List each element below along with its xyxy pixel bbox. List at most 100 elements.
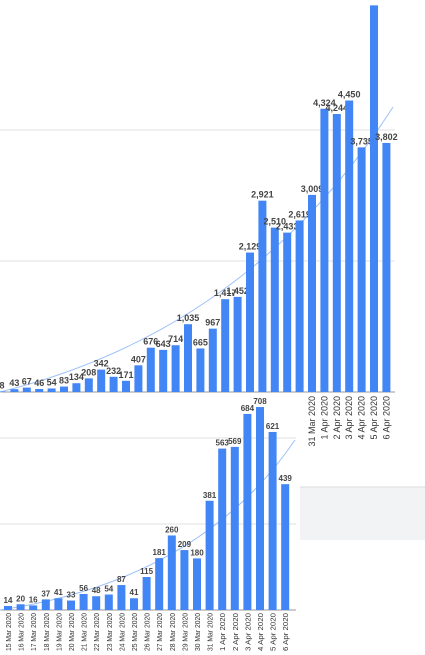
bar — [218, 448, 227, 610]
x-tick-label: 17 Mar 2020 — [31, 613, 38, 651]
bar — [308, 194, 316, 392]
data-label: 209 — [178, 540, 192, 549]
data-label: 967 — [205, 318, 220, 328]
data-label: 4,244 — [326, 103, 349, 113]
bar — [155, 558, 164, 610]
data-label: 439 — [279, 474, 293, 483]
bar — [332, 114, 341, 392]
bar — [268, 431, 277, 610]
x-tick-label: 2 Apr 2020 — [332, 396, 342, 440]
data-label: 665 — [193, 337, 208, 347]
bar — [10, 389, 19, 392]
data-label: 381 — [203, 491, 217, 500]
bar — [92, 596, 101, 610]
bar — [60, 386, 68, 392]
data-label: 48 — [92, 586, 101, 595]
bar — [134, 365, 143, 392]
x-tick-label: 28 Mar 2020 — [170, 613, 177, 651]
bar — [171, 345, 180, 392]
data-label: 714 — [168, 334, 183, 344]
x-tick-label: 15 Mar 2020 — [6, 613, 13, 651]
data-label: 46 — [34, 378, 44, 388]
bar — [22, 387, 31, 392]
data-label: 2,619 — [288, 209, 311, 219]
x-tick-label: 23 Mar 2020 — [107, 613, 114, 651]
bar — [35, 388, 44, 392]
data-label: 41 — [130, 588, 139, 597]
data-label: 2,510 — [264, 217, 287, 227]
data-label: 2,129 — [239, 242, 262, 252]
data-label: 569 — [228, 437, 242, 446]
bar — [370, 5, 378, 393]
data-label: 67 — [22, 377, 32, 387]
x-tick-label: 2 Apr 2020 — [233, 613, 240, 651]
bar — [47, 388, 56, 392]
data-label: 3,009 — [301, 184, 324, 194]
bar — [283, 232, 292, 392]
bar — [117, 585, 126, 610]
x-tick-label: 26 Mar 2020 — [145, 613, 152, 651]
bar — [29, 605, 38, 610]
bar — [159, 349, 168, 392]
bar — [104, 594, 113, 610]
x-tick-label: 6 Apr 2020 — [381, 396, 391, 440]
x-tick-label: 31 Mar 2020 — [307, 396, 317, 447]
x-tick-label: 31 Mar 2020 — [208, 613, 215, 651]
bar — [0, 391, 6, 392]
bar — [142, 577, 151, 610]
bar — [193, 558, 201, 610]
x-tick-label: 19 Mar 2020 — [56, 613, 63, 651]
data-label: 56 — [79, 584, 88, 593]
data-label: 83 — [59, 376, 69, 386]
bar — [382, 142, 391, 392]
data-label: 4,324 — [313, 98, 336, 108]
data-label: 208 — [81, 367, 96, 377]
bar — [67, 600, 75, 610]
x-tick-label: 24 Mar 2020 — [119, 613, 126, 651]
data-label: 180 — [190, 548, 204, 557]
x-tick-label: 5 Apr 2020 — [369, 396, 379, 440]
data-label: 3,802 — [375, 132, 398, 142]
bar — [54, 598, 63, 610]
data-label: 43 — [9, 378, 19, 388]
bar — [79, 593, 88, 610]
bar — [256, 407, 264, 610]
x-tick-label: 1 Apr 2020 — [220, 613, 227, 651]
bar — [16, 604, 25, 610]
data-label: 4,450 — [338, 90, 361, 100]
data-label: 171 — [118, 370, 133, 380]
x-tick-label: 4 Apr 2020 — [357, 396, 367, 440]
x-tick-label: 1 Apr 2020 — [319, 396, 329, 440]
bar — [230, 446, 239, 610]
data-label: 3,735 — [350, 136, 373, 146]
data-label: 232 — [106, 366, 121, 376]
data-label: 1,035 — [177, 313, 200, 323]
data-label: 115 — [140, 567, 153, 576]
bar — [320, 108, 329, 392]
bar — [167, 535, 176, 610]
data-label: 181 — [153, 548, 167, 557]
bar — [180, 550, 189, 610]
data-label: 2,921 — [251, 190, 274, 200]
data-label: 134 — [69, 372, 84, 382]
bar — [41, 599, 50, 610]
data-label: 14 — [4, 596, 13, 605]
bar — [243, 413, 252, 610]
x-tick-label: 21 Mar 2020 — [82, 613, 89, 651]
data-label: 54 — [47, 377, 57, 387]
bar — [205, 500, 214, 610]
bar — [258, 200, 267, 392]
bar — [295, 220, 304, 392]
x-tick-label: 18 Mar 2020 — [44, 613, 51, 651]
x-tick-label: 3 Apr 2020 — [245, 613, 252, 651]
data-label: 342 — [94, 359, 109, 369]
x-tick-label: 30 Mar 2020 — [195, 613, 202, 651]
bar — [281, 484, 290, 610]
data-label: 643 — [156, 339, 171, 349]
x-tick-label: 27 Mar 2020 — [157, 613, 164, 651]
panel — [300, 487, 425, 540]
data-label: 20 — [16, 594, 25, 603]
bar — [97, 369, 106, 392]
deaths-chart: 14 15 Mar 2020 20 16 Mar 2020 16 17 Mar 2020 3… — [0, 397, 296, 651]
bar — [345, 100, 354, 393]
